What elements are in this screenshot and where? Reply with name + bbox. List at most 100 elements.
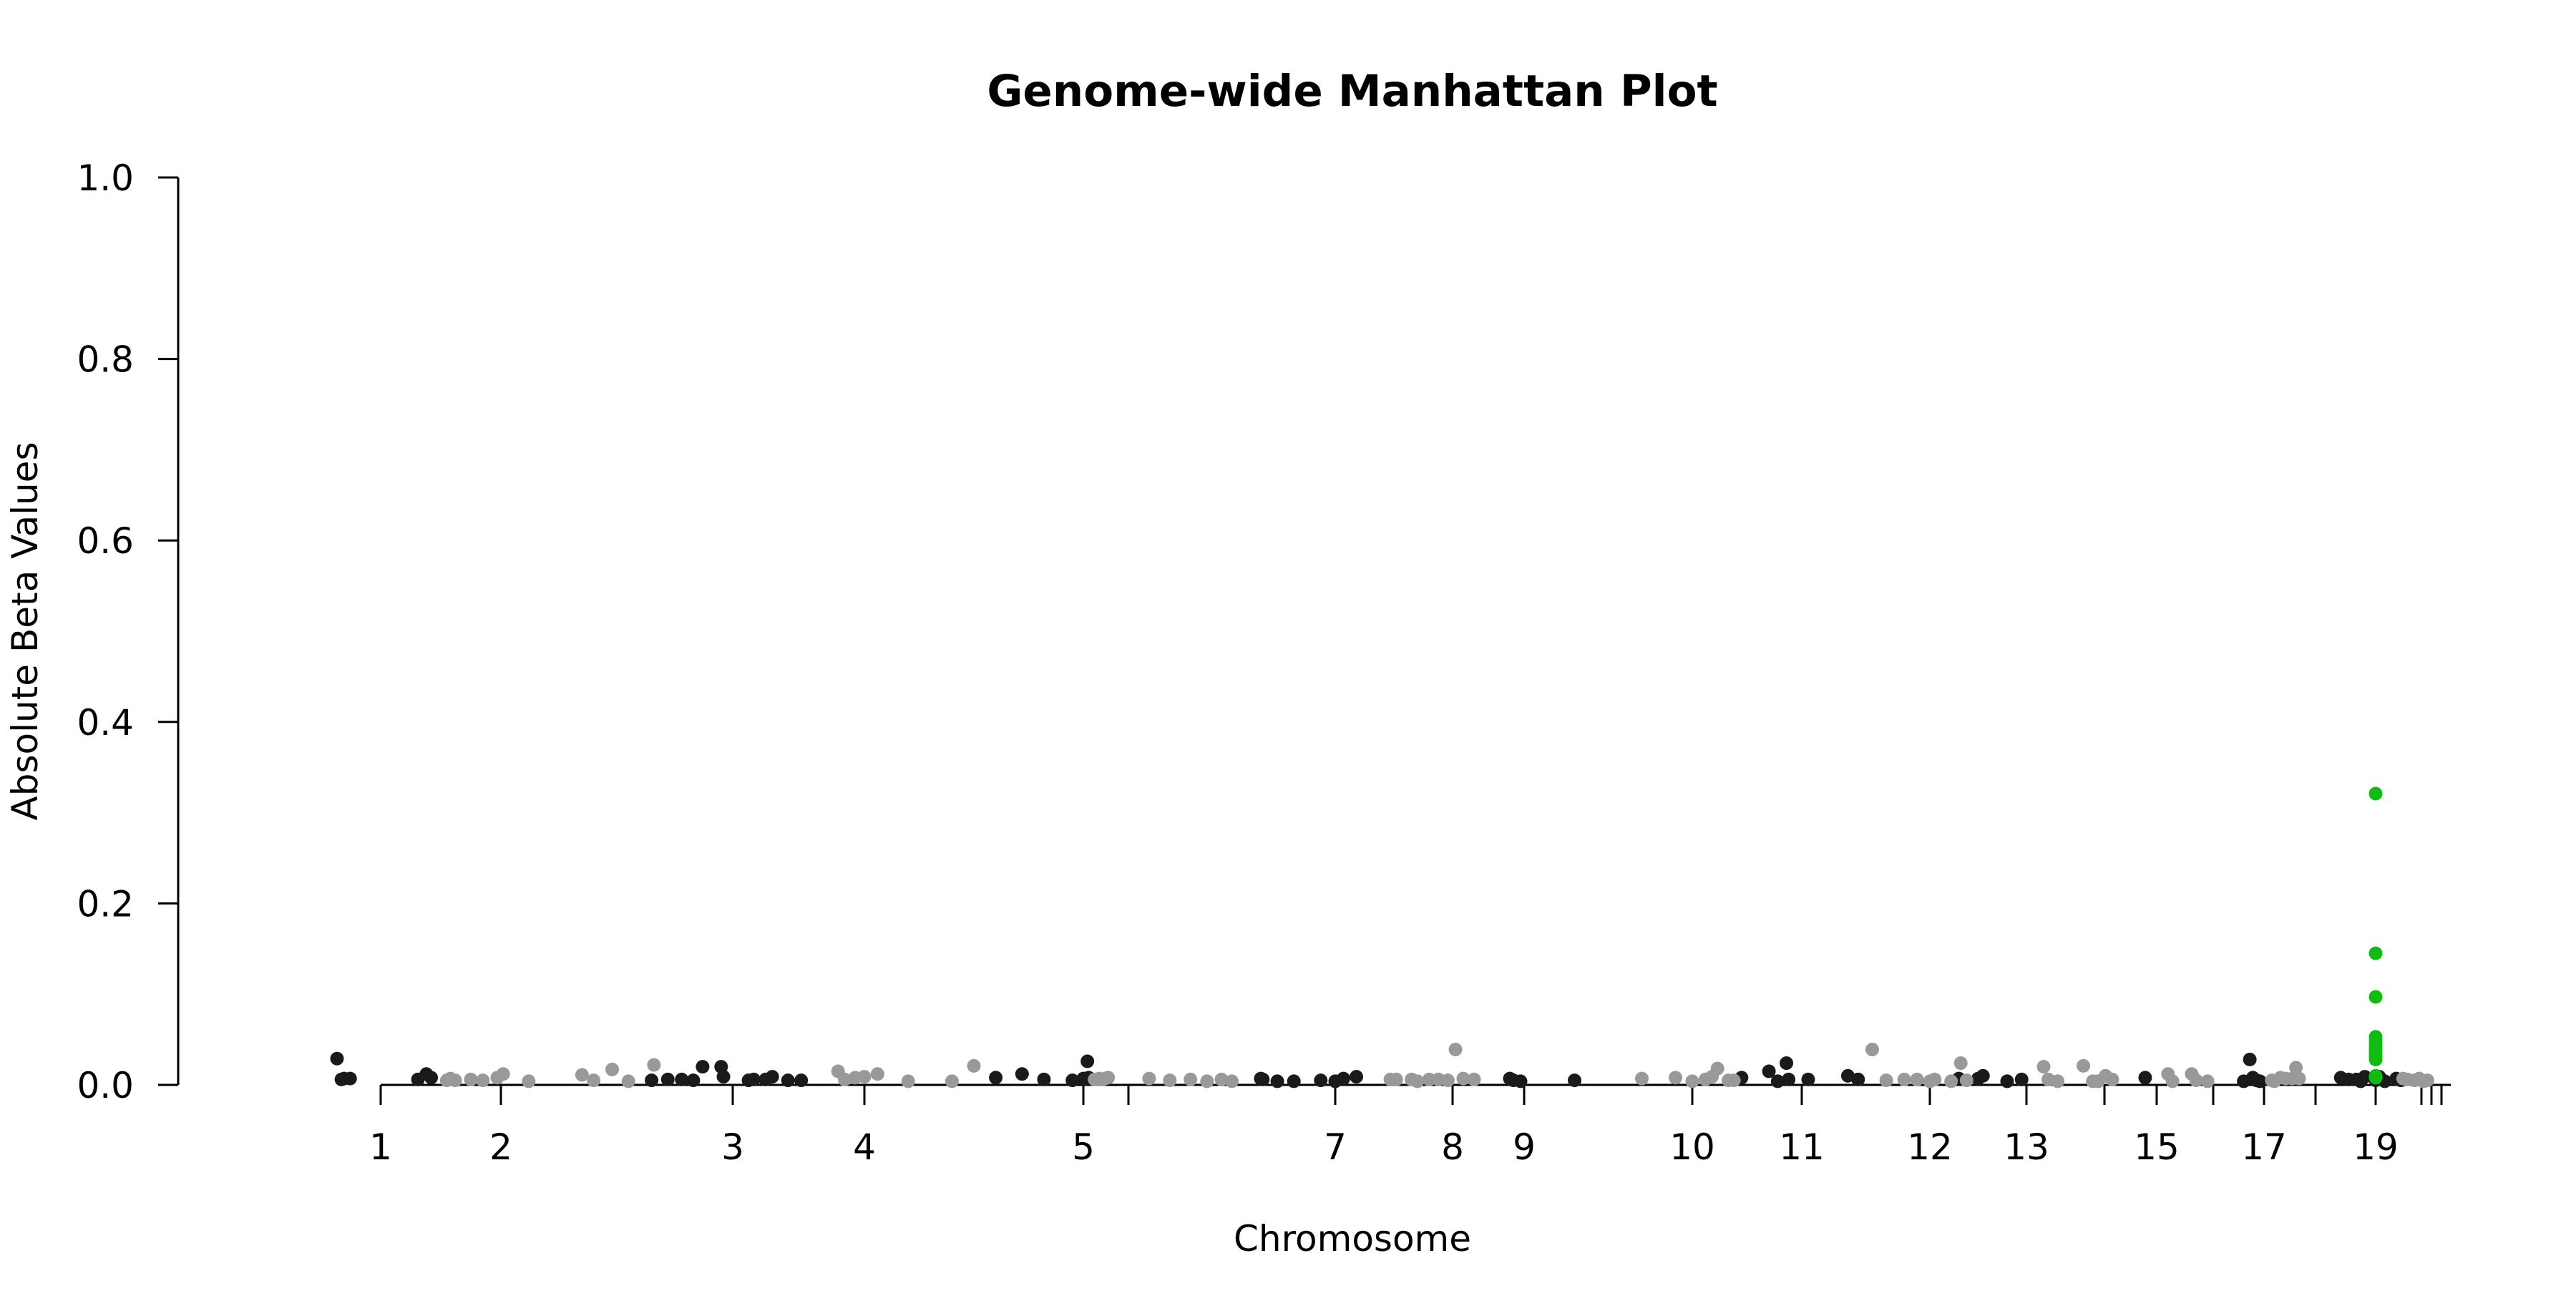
y-tick-label: 0.8 (77, 339, 134, 381)
data-point (2000, 1074, 2014, 1088)
data-point (1448, 1043, 1463, 1057)
data-point (2253, 1074, 2267, 1088)
data-point (1065, 1073, 1080, 1088)
data-point (1037, 1072, 1051, 1086)
data-point (1467, 1072, 1481, 1086)
data-point (1801, 1072, 1815, 1086)
data-point (647, 1058, 661, 1072)
data-point (675, 1072, 689, 1086)
x-tick-label: 4 (853, 1126, 876, 1168)
data-point (464, 1072, 478, 1086)
data-point (1410, 1074, 1425, 1088)
data-point (2368, 990, 2383, 1004)
data-point (794, 1073, 809, 1088)
data-point (1865, 1043, 1879, 1057)
x-tick-label: 11 (1779, 1126, 1825, 1168)
y-tick-label: 1.0 (77, 157, 134, 199)
x-tick-label: 12 (1907, 1126, 1953, 1168)
y-tick-label: 0.2 (77, 883, 134, 925)
data-point (1635, 1071, 1649, 1086)
data-point (496, 1067, 510, 1081)
x-tick-label: 5 (1072, 1126, 1095, 1168)
y-tick-label: 0.0 (77, 1065, 134, 1106)
data-point (621, 1074, 635, 1088)
data-point (1184, 1072, 1198, 1086)
data-point (1928, 1072, 1942, 1086)
data-point (2368, 786, 2383, 801)
data-point (1440, 1073, 1455, 1088)
data-point (1225, 1074, 1239, 1088)
data-point (2189, 1073, 2203, 1088)
data-point (2200, 1074, 2215, 1088)
data-point (2165, 1074, 2180, 1088)
data-point (1389, 1072, 1403, 1086)
x-tick-label: 15 (2134, 1126, 2180, 1168)
data-point (1976, 1068, 1990, 1083)
x-tick-label: 3 (721, 1126, 744, 1168)
data-point (2368, 1071, 2383, 1085)
data-point (476, 1073, 490, 1088)
data-point (2292, 1071, 2306, 1086)
data-point (716, 1070, 731, 1084)
data-point (2105, 1072, 2119, 1086)
data-point (605, 1062, 620, 1076)
data-point (2243, 1052, 2257, 1066)
data-point (989, 1071, 1003, 1085)
data-point (2077, 1058, 2091, 1073)
data-point (2420, 1073, 2434, 1088)
data-point (870, 1067, 884, 1081)
data-point (686, 1073, 701, 1088)
data-point (1762, 1064, 1776, 1078)
x-tick-label: 2 (489, 1126, 512, 1168)
y-axis-label: Absolute Beta Values (4, 442, 46, 821)
data-point (2138, 1071, 2152, 1085)
data-points (330, 786, 2434, 1088)
data-point (448, 1073, 462, 1088)
data-point (1953, 1056, 1968, 1071)
data-point (1287, 1074, 1301, 1088)
data-point (522, 1074, 536, 1088)
data-point (575, 1068, 589, 1082)
x-tick-label: 13 (2004, 1126, 2049, 1168)
data-point (781, 1073, 795, 1088)
data-point (1336, 1071, 1350, 1086)
x-tick-label: 10 (1669, 1126, 1715, 1168)
data-point (1840, 1068, 1855, 1083)
data-point (1944, 1074, 1958, 1088)
data-point (2368, 946, 2383, 960)
x-tick-label: 9 (1513, 1126, 1536, 1168)
data-point (1101, 1071, 1116, 1085)
data-point (746, 1072, 761, 1086)
data-point (857, 1070, 872, 1084)
data-point (1200, 1074, 1214, 1088)
data-point (1513, 1074, 1528, 1088)
x-tick-label: 7 (1324, 1126, 1347, 1168)
data-point (901, 1074, 915, 1088)
data-point (1897, 1072, 1911, 1086)
data-point (1214, 1072, 1229, 1086)
x-tick-label: 8 (1441, 1126, 1464, 1168)
data-point (1350, 1070, 1364, 1084)
data-point (1314, 1073, 1328, 1088)
data-point (1256, 1072, 1270, 1086)
data-point (1568, 1073, 1581, 1088)
data-point (587, 1073, 601, 1088)
data-point (330, 1051, 344, 1066)
y-tick-label: 0.6 (77, 520, 134, 562)
x-axis-label: Chromosome (1234, 1218, 1471, 1260)
data-point (660, 1072, 675, 1086)
data-point (1163, 1073, 1177, 1088)
data-point (1727, 1073, 1741, 1088)
chart-title: Genome-wide Manhattan Plot (987, 66, 1717, 117)
axes: 0.00.20.40.60.81.01 2 3 4 5 7 8 9 10 11 12 13 15 17 19 (77, 157, 2451, 1168)
data-point (1879, 1073, 1893, 1088)
x-tick-label: 1 (369, 1126, 392, 1168)
data-point (1851, 1072, 1865, 1086)
data-point (1782, 1072, 1796, 1086)
data-point (1080, 1054, 1095, 1068)
data-point (2368, 1052, 2383, 1066)
data-point (967, 1058, 981, 1073)
data-point (1910, 1072, 1924, 1086)
data-point (343, 1071, 357, 1086)
data-point (837, 1072, 852, 1086)
